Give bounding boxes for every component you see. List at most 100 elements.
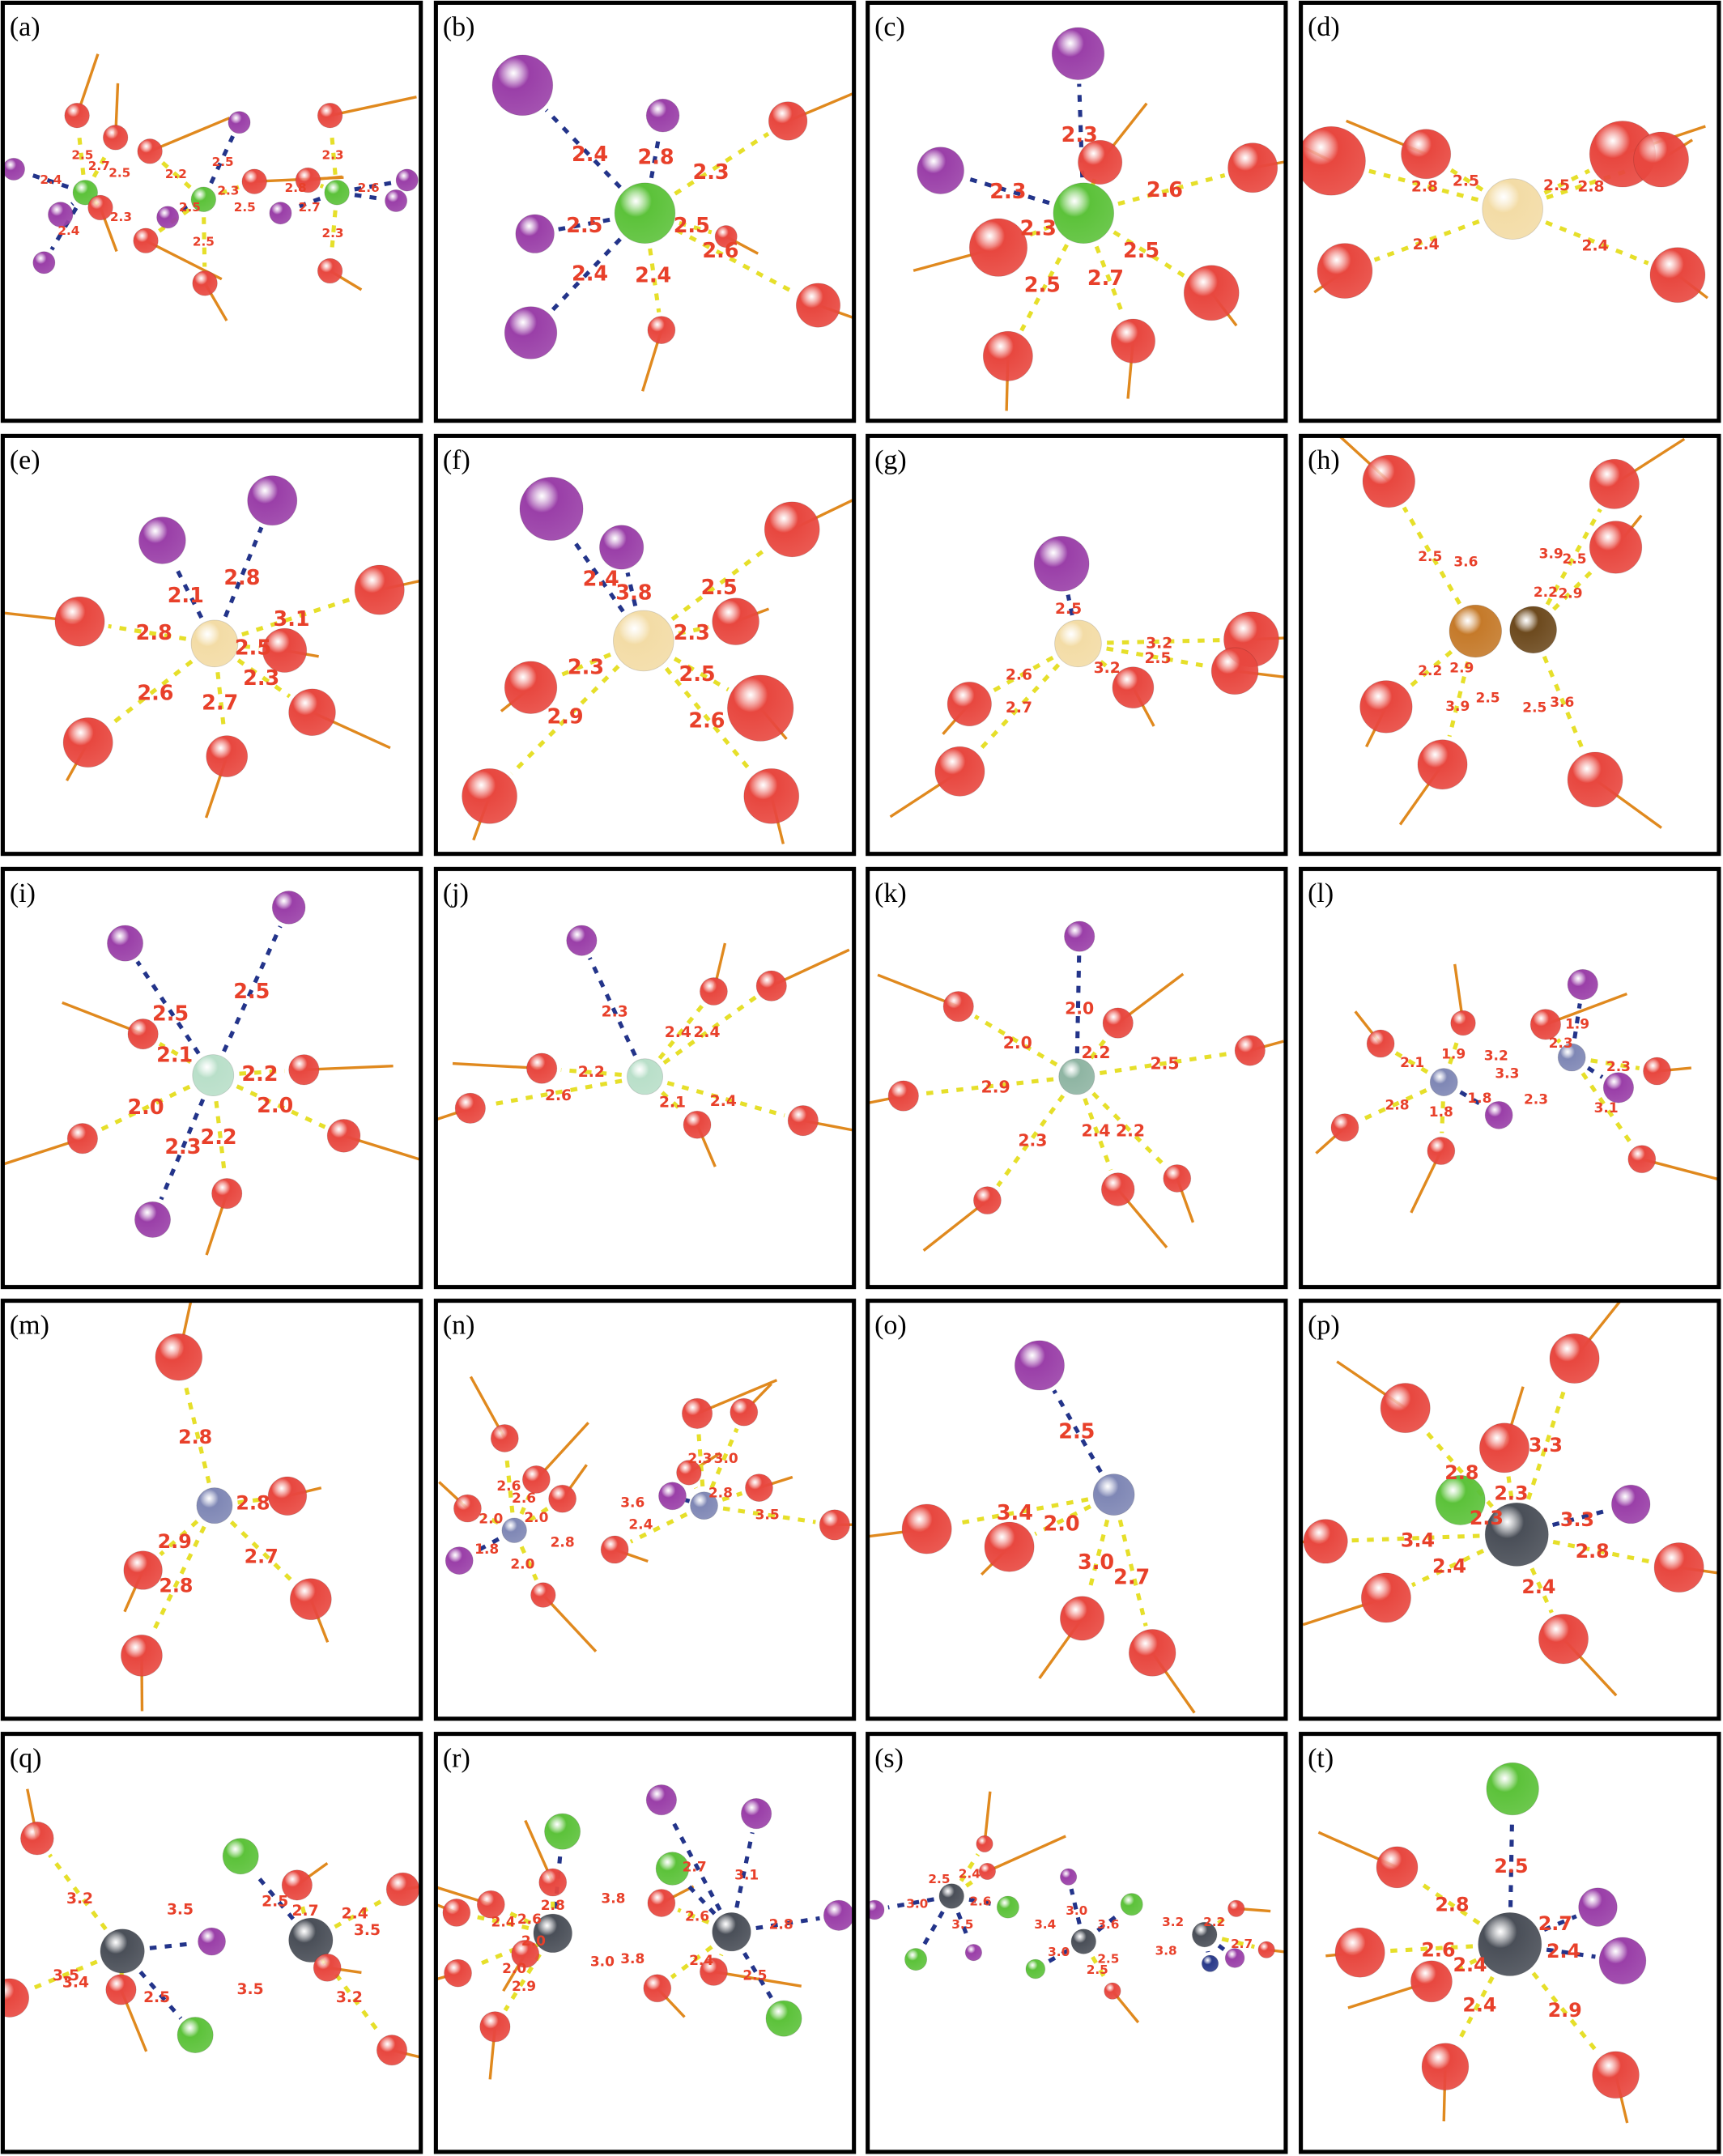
contact <box>1407 649 1453 689</box>
contact <box>973 1014 1058 1067</box>
distance-label: 2.8 <box>223 566 260 590</box>
atom <box>190 619 239 668</box>
distance-label: 3.3 <box>1560 1508 1594 1531</box>
distance-label: 2.7 <box>1006 700 1032 717</box>
atom <box>521 1465 551 1494</box>
contact <box>1217 1944 1226 1952</box>
contact <box>977 663 1061 752</box>
atom <box>1421 2043 1470 2090</box>
contact <box>503 1953 542 2012</box>
distance-label: 2.4 <box>342 1906 368 1923</box>
atom <box>1234 1035 1266 1066</box>
distance-label: 2.6 <box>517 1911 542 1928</box>
contact <box>1074 955 1082 1053</box>
atom <box>107 925 144 962</box>
panel-label: (n) <box>443 1310 475 1340</box>
contact <box>1091 1091 1167 1167</box>
atom <box>755 970 787 1001</box>
panel-label: (h) <box>1308 445 1340 475</box>
atom <box>491 54 554 117</box>
distance-label: 2.9 <box>158 1530 192 1553</box>
contact <box>685 1882 717 1916</box>
distance-label: 3.4 <box>1034 1917 1056 1932</box>
panel-background <box>436 1300 854 1719</box>
contact <box>996 1094 1065 1188</box>
distance-label: 2.4 <box>628 1516 653 1533</box>
panel-border <box>0 1732 423 2154</box>
distance-label: 2.2 <box>165 167 187 181</box>
distance-label: 3.6 <box>1097 1917 1119 1932</box>
atom <box>964 1944 983 1962</box>
panel: 2.1 2.8 3.1 2.8 2.5 2.6 2.32.7 (e) <box>2 436 421 854</box>
contact <box>1091 1955 1108 1982</box>
contact <box>588 957 637 1057</box>
distance-label: 3.2 <box>66 1890 93 1907</box>
atom <box>1450 1010 1476 1036</box>
panel-label: (d) <box>1308 12 1340 42</box>
distance-label: 2.8 <box>1411 178 1438 195</box>
atom <box>1330 1113 1359 1142</box>
distance-label: 2.2 <box>578 1064 605 1081</box>
distance-label: 2.9 <box>1548 1999 1582 2022</box>
panel-label: (k) <box>874 878 907 908</box>
atom <box>100 1928 145 1974</box>
distance-label: 2.6 <box>688 709 725 734</box>
distance-label: 3.2 <box>1484 1048 1508 1064</box>
contact <box>1416 1879 1481 1925</box>
distance-label: 2.3 <box>243 666 279 691</box>
panel-label: (e) <box>10 445 40 475</box>
atom <box>1303 1519 1348 1564</box>
contact <box>473 1914 530 1930</box>
side-chain <box>983 1791 992 1844</box>
distance-label: 2.5 <box>566 214 602 238</box>
distance-label: 3.3 <box>1529 1434 1563 1456</box>
distance-label: 3.5 <box>951 1917 973 1932</box>
atom <box>984 1521 1035 1572</box>
distance-label: 2.8 <box>1444 1461 1478 1484</box>
atom <box>1486 1762 1539 1816</box>
atom <box>887 1080 919 1112</box>
atom <box>295 167 321 193</box>
atom <box>1478 1911 1542 1976</box>
contact <box>214 1100 228 1175</box>
distance-label: 3.2 <box>1162 1915 1184 1929</box>
side-chain <box>436 1971 459 1981</box>
atom <box>192 1054 235 1097</box>
atom <box>683 1110 712 1139</box>
distance-label: 2.8 <box>708 1485 733 1501</box>
contact <box>27 172 70 189</box>
panel-border <box>0 433 423 857</box>
distance-label: 2.2 <box>1203 1915 1225 1929</box>
panel-label: (s) <box>874 1743 904 1773</box>
atom <box>942 991 974 1023</box>
atom <box>511 1939 540 1968</box>
contact <box>662 995 757 1065</box>
distance-label: 2.3 <box>321 147 343 162</box>
atom <box>867 1899 885 1920</box>
atom <box>530 1582 556 1608</box>
contact <box>236 1084 326 1129</box>
atom <box>317 102 343 129</box>
contact <box>755 1916 820 1931</box>
contact <box>1394 1051 1429 1074</box>
distance-label: 2.5 <box>679 662 715 687</box>
atom <box>645 98 680 133</box>
atom <box>198 1927 226 1956</box>
atom <box>1334 1927 1385 1978</box>
distance-label: 2.2 <box>200 1125 236 1150</box>
distance-label: 3.5 <box>354 1922 381 1939</box>
atom <box>1257 1941 1275 1958</box>
atom <box>156 206 180 229</box>
contact <box>1107 638 1220 645</box>
atom <box>288 1917 334 1963</box>
atom <box>1529 1009 1562 1040</box>
distance-label: 2.2 <box>1116 1121 1145 1141</box>
atom <box>1014 1340 1065 1391</box>
panel-label: (c) <box>874 12 905 42</box>
atom <box>627 1058 664 1095</box>
contact <box>510 665 620 776</box>
distance-label: 3.5 <box>53 1967 79 1984</box>
distance-label: 1.8 <box>474 1542 499 1558</box>
